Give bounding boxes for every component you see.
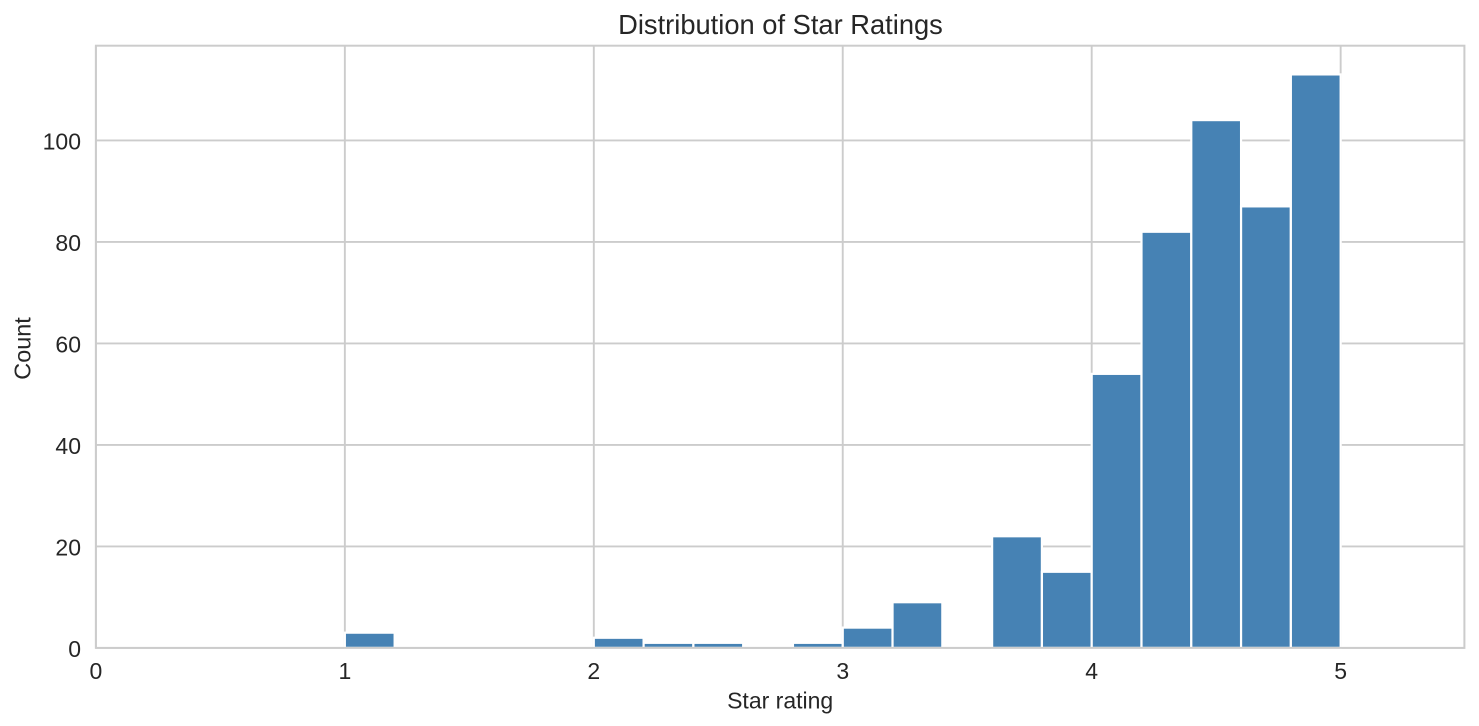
svg-text:80: 80 <box>55 230 81 256</box>
svg-text:20: 20 <box>55 534 81 560</box>
svg-text:5: 5 <box>1334 658 1347 684</box>
svg-text:Distribution of Star Ratings: Distribution of Star Ratings <box>618 9 943 40</box>
svg-text:0: 0 <box>90 658 103 684</box>
svg-text:Star rating: Star rating <box>727 687 833 713</box>
svg-text:100: 100 <box>43 128 81 154</box>
svg-text:40: 40 <box>55 433 81 459</box>
svg-text:2: 2 <box>587 658 600 684</box>
svg-text:4: 4 <box>1085 658 1098 684</box>
svg-text:60: 60 <box>55 331 81 357</box>
svg-text:Count: Count <box>10 317 36 380</box>
svg-text:0: 0 <box>68 636 81 662</box>
svg-text:1: 1 <box>338 658 351 684</box>
svg-text:3: 3 <box>836 658 849 684</box>
